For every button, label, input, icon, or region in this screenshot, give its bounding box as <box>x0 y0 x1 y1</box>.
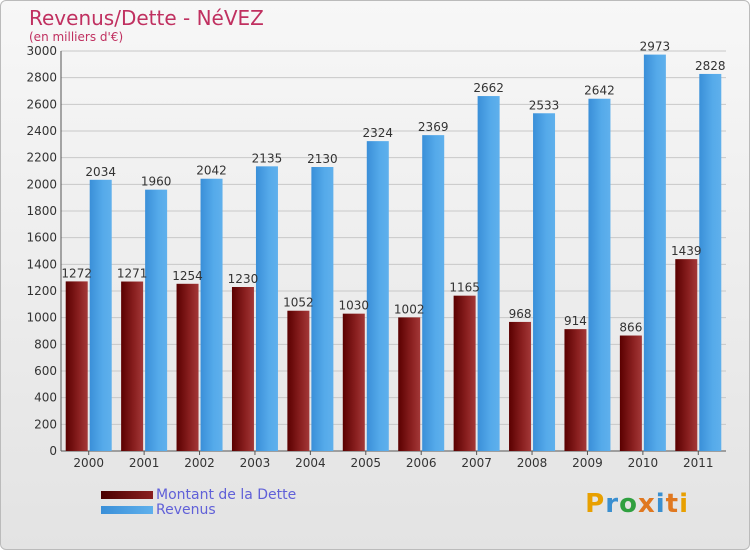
data-label-dette: 1002 <box>394 302 425 316</box>
x-tick-label: 2010 <box>628 456 659 470</box>
bar-revenus <box>145 189 168 451</box>
data-label-revenus: 2135 <box>252 151 283 165</box>
bar-dette <box>342 313 365 451</box>
y-tick-label: 400 <box>34 391 57 405</box>
bar-dette <box>65 281 88 451</box>
x-tick-label: 2008 <box>517 456 548 470</box>
bar-revenus <box>533 113 556 452</box>
bar-dette <box>619 335 642 451</box>
y-tick-label: 2400 <box>26 124 57 138</box>
data-label-dette: 1439 <box>671 244 702 258</box>
data-label-revenus: 2042 <box>196 164 227 178</box>
chart-title: Revenus/Dette - NéVEZ <box>29 6 264 30</box>
legend-label-revenus: Revenus <box>156 502 216 518</box>
data-label-revenus: 2369 <box>418 120 449 134</box>
data-label-dette: 1272 <box>61 266 92 280</box>
bar-revenus <box>366 141 389 451</box>
bar-revenus <box>200 178 223 451</box>
y-tick-label: 800 <box>34 337 57 351</box>
bar-dette <box>564 329 587 451</box>
x-tick-label: 2002 <box>184 456 215 470</box>
data-label-dette: 1254 <box>172 269 203 283</box>
y-tick-label: 1800 <box>26 204 57 218</box>
x-tick-label: 2006 <box>406 456 437 470</box>
legend-swatch-revenus <box>101 506 153 514</box>
x-tick-label: 2000 <box>73 456 104 470</box>
y-tick-label: 2200 <box>26 151 57 165</box>
axes: 0 200 400 600 800 1000 1200 1400 1600 1800 2000 220… <box>26 44 726 470</box>
data-label-dette: 866 <box>619 321 642 335</box>
bar-dette <box>231 287 254 451</box>
y-tick-label: 2800 <box>26 71 57 85</box>
y-tick-label: 200 <box>34 417 57 431</box>
legend-swatch-dette <box>101 491 153 499</box>
x-tick-label: 2001 <box>129 456 160 470</box>
bars <box>65 54 722 452</box>
y-tick-label: 1600 <box>26 231 57 245</box>
data-label-revenus: 1960 <box>141 175 172 189</box>
x-tick-label: 2004 <box>295 456 326 470</box>
data-label-revenus: 2324 <box>363 126 394 140</box>
bar-revenus <box>588 98 611 451</box>
bar-dette <box>453 295 476 451</box>
data-label-dette: 1165 <box>449 281 480 295</box>
bar-dette <box>121 281 144 451</box>
bar-dette <box>398 317 421 451</box>
bar-revenus <box>422 135 445 451</box>
x-tick-label: 2003 <box>240 456 271 470</box>
data-label-dette: 914 <box>564 314 587 328</box>
bar-dette <box>287 310 310 451</box>
data-label-revenus: 2642 <box>584 84 615 98</box>
bar-dette <box>176 283 199 451</box>
bar-revenus <box>699 73 722 451</box>
data-label-revenus: 2662 <box>473 81 504 95</box>
x-tick-label: 2009 <box>572 456 603 470</box>
y-tick-label: 600 <box>34 364 57 378</box>
x-tick-label: 2007 <box>461 456 492 470</box>
data-label-dette: 1230 <box>228 272 259 286</box>
bar-revenus <box>255 166 278 452</box>
y-tick-label: 2600 <box>26 97 57 111</box>
data-label-revenus: 2828 <box>695 59 726 73</box>
bar-revenus <box>89 179 112 452</box>
y-tick-label: 3000 <box>26 44 57 58</box>
x-tick-label: 2011 <box>683 456 714 470</box>
bar-revenus <box>311 167 334 451</box>
bar-dette <box>675 259 698 451</box>
y-tick-label: 1200 <box>26 284 57 298</box>
data-label-revenus: 2533 <box>529 98 560 112</box>
data-labels: 1272 2034 1271 1960 1254 2042 1230 2135 1052 2130… <box>61 40 725 335</box>
y-tick-label: 0 <box>49 444 57 458</box>
y-tick-label: 2000 <box>26 177 57 191</box>
chart-subtitle: (en milliers d'€) <box>29 30 124 44</box>
data-label-dette: 1052 <box>283 296 314 310</box>
bar-revenus <box>477 96 500 452</box>
data-label-revenus: 2034 <box>85 165 116 179</box>
proxiti-logo: Proxiti <box>585 489 689 519</box>
y-tick-label: 1000 <box>26 311 57 325</box>
x-tick-label: 2005 <box>351 456 382 470</box>
data-label-revenus: 2130 <box>307 152 338 166</box>
data-label-dette: 1271 <box>117 267 148 281</box>
bar-revenus <box>643 54 666 451</box>
legend-label-dette: Montant de la Dette <box>156 487 297 503</box>
data-label-revenus: 2973 <box>640 40 671 54</box>
data-label-dette: 968 <box>509 307 532 321</box>
data-label-dette: 1030 <box>339 299 370 313</box>
y-tick-label: 1400 <box>26 257 57 271</box>
bar-dette <box>509 321 532 451</box>
